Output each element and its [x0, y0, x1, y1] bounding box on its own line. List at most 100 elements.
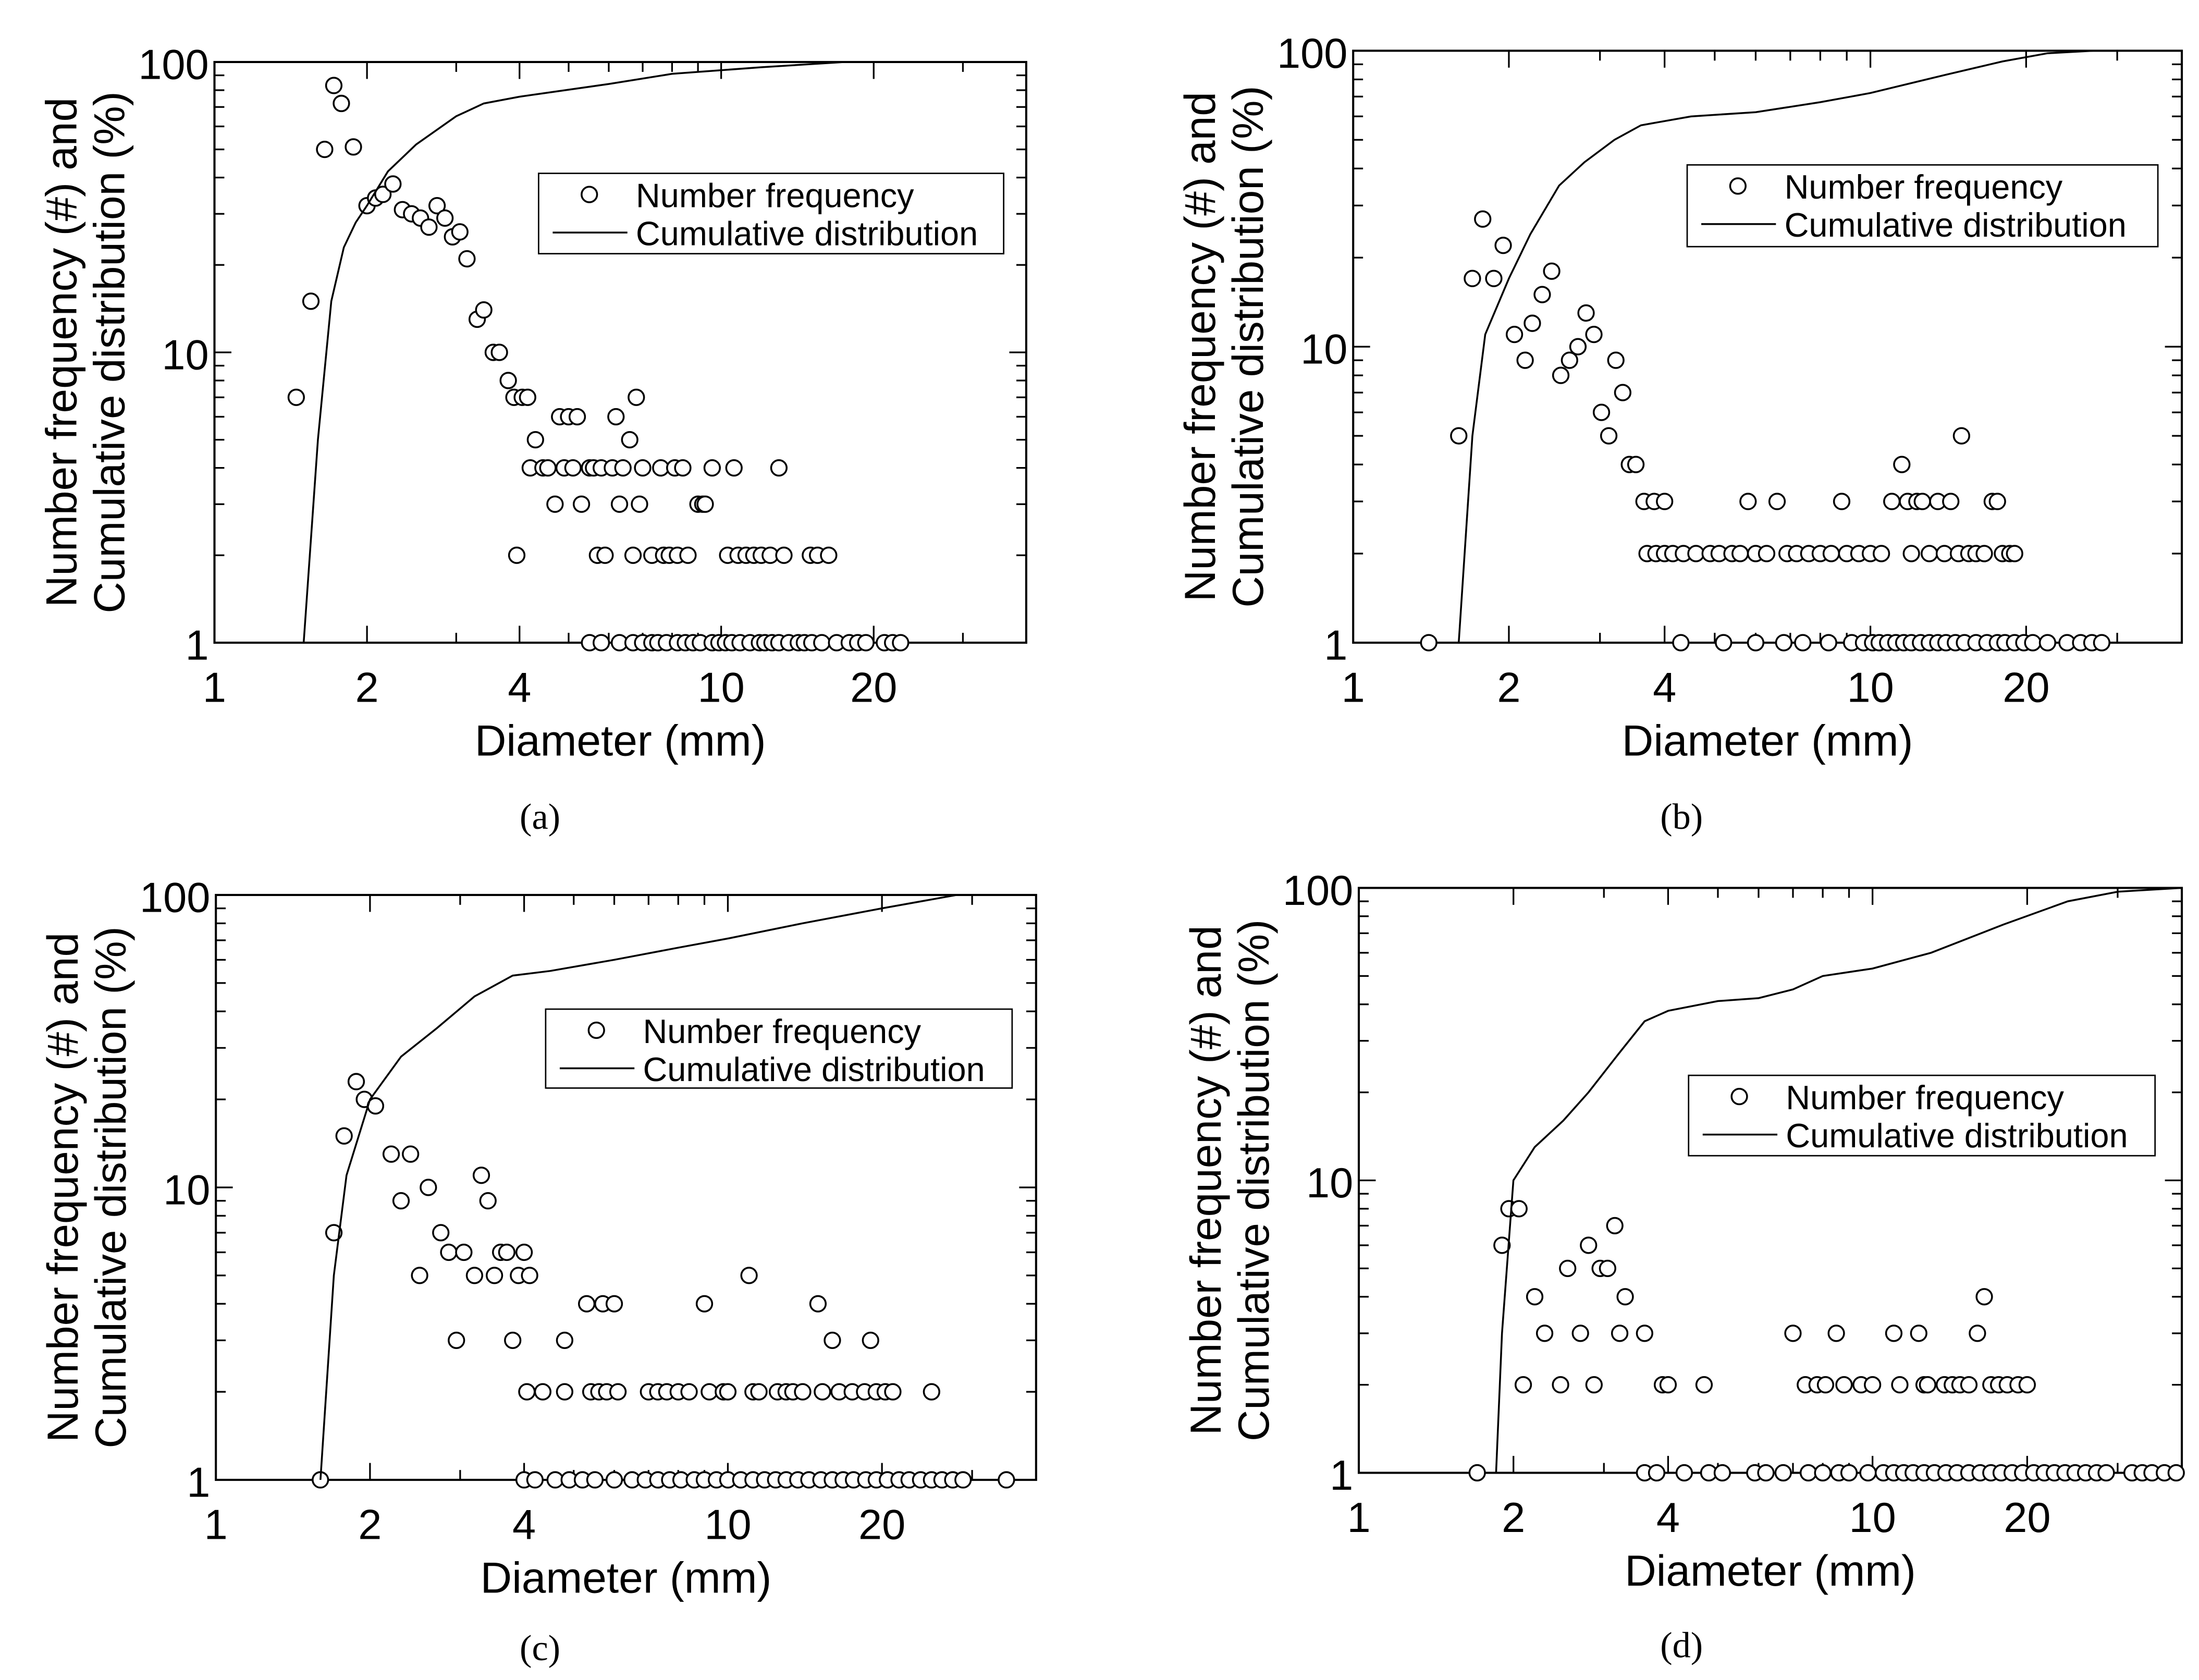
number-frequency-point	[1600, 427, 1618, 445]
number-frequency-point	[1935, 545, 1954, 562]
number-frequency-point	[556, 1383, 573, 1401]
x-axis-label: Diameter (mm)	[481, 1553, 772, 1602]
number-frequency-point	[1872, 545, 1890, 562]
number-frequency-point	[1827, 1325, 1845, 1342]
number-frequency-point	[609, 1383, 627, 1401]
number-frequency-point	[458, 250, 476, 268]
number-frequency-point	[472, 1167, 490, 1184]
y-tick-label: 100	[140, 874, 210, 921]
legend-label-scatter: Number frequency	[1786, 1078, 2064, 1117]
number-frequency-point	[1505, 326, 1524, 344]
number-frequency-point	[1891, 1376, 1909, 1394]
number-frequency-point	[498, 1243, 515, 1261]
number-frequency-point	[451, 223, 469, 241]
number-frequency-point	[1672, 634, 1690, 652]
number-frequency-point	[521, 1267, 538, 1284]
number-frequency-point	[1988, 493, 2006, 510]
x-tick-label: 10	[698, 665, 745, 712]
number-frequency-point	[1616, 1288, 1634, 1306]
number-frequency-point	[2006, 545, 2023, 562]
number-frequency-point	[556, 1331, 573, 1349]
number-frequency-point	[954, 1471, 972, 1489]
number-frequency-point	[1627, 456, 1645, 473]
number-frequency-point	[578, 1295, 596, 1313]
number-frequency-point	[432, 1224, 450, 1242]
cumulative-distribution-line	[1495, 888, 2182, 1473]
number-frequency-point	[596, 546, 614, 564]
x-tick-label: 2	[1497, 665, 1520, 712]
number-frequency-point	[1969, 1325, 1986, 1342]
number-frequency-point	[546, 495, 564, 513]
number-frequency-point	[1883, 493, 1901, 510]
number-frequency-point	[2093, 634, 2110, 652]
number-frequency-point	[572, 495, 591, 513]
number-frequency-point	[335, 1127, 353, 1145]
x-tick-label: 10	[1847, 665, 1894, 712]
number-frequency-point	[1524, 314, 1541, 332]
number-frequency-point	[775, 546, 793, 564]
y-tick-label: 10	[162, 332, 208, 378]
number-frequency-point	[392, 1192, 410, 1210]
number-frequency-point	[857, 634, 875, 652]
y-tick-label: 10	[1306, 1160, 1353, 1207]
number-frequency-point	[1514, 1376, 1532, 1394]
number-frequency-point	[1975, 1288, 1993, 1306]
legend-marker-circle-icon	[581, 186, 598, 203]
number-frequency-point	[402, 1145, 420, 1163]
number-frequency-point	[1516, 351, 1534, 369]
number-frequency-point	[440, 1243, 458, 1261]
number-frequency-point	[347, 1073, 365, 1090]
number-frequency-point	[1885, 1325, 1903, 1342]
y-tick-label: 1	[1324, 622, 1347, 669]
number-frequency-point	[2097, 1464, 2115, 1482]
legend-marker-circle-icon	[587, 1021, 605, 1039]
y-tick-label: 100	[1277, 30, 1347, 77]
number-frequency-point	[621, 431, 638, 449]
number-frequency-point	[2024, 634, 2042, 652]
number-frequency-point	[1687, 545, 1705, 562]
number-frequency-point	[2038, 634, 2057, 652]
number-frequency-point	[628, 388, 645, 406]
number-frequency-point	[1585, 1376, 1603, 1394]
number-frequency-point	[892, 634, 910, 652]
number-frequency-point	[605, 1471, 623, 1489]
number-frequency-point	[1614, 384, 1631, 401]
number-frequency-point	[1592, 403, 1611, 421]
number-frequency-point	[420, 1179, 437, 1196]
legend-marker-circle-icon	[1729, 177, 1747, 195]
legend-label-line: Cumulative distribution	[636, 214, 978, 252]
y-tick-label: 100	[1283, 867, 1353, 914]
number-frequency-point	[740, 1267, 758, 1284]
number-frequency-point	[1731, 545, 1749, 562]
number-frequency-point	[2018, 1376, 2036, 1394]
y-axis-label-line2: Cumulative distribution (%)	[86, 926, 135, 1448]
number-frequency-point	[674, 459, 692, 477]
x-tick-label: 4	[1656, 1494, 1680, 1541]
number-frequency-point	[333, 94, 350, 113]
y-tick-label: 1	[187, 1459, 210, 1506]
number-frequency-point	[1535, 1325, 1554, 1342]
number-frequency-point	[1910, 1325, 1927, 1342]
x-tick-label: 10	[1849, 1494, 1896, 1541]
number-frequency-point	[1816, 1376, 1835, 1394]
panel-label: (d)	[1660, 1625, 1703, 1666]
number-frequency-point	[1758, 545, 1776, 562]
legend-box	[1686, 164, 2159, 248]
x-tick-label: 2	[358, 1502, 382, 1549]
number-frequency-point	[1960, 1376, 1978, 1394]
number-frequency-point	[593, 634, 610, 652]
number-frequency-point	[1493, 1236, 1511, 1254]
number-frequency-point	[287, 388, 305, 406]
number-frequency-point	[1559, 1259, 1577, 1278]
y-tick-label: 1	[1330, 1452, 1353, 1499]
y-axis-label-line2: Cumulative distribution (%)	[1229, 919, 1278, 1441]
number-frequency-point	[1695, 1376, 1713, 1394]
number-frequency-point	[1485, 269, 1503, 287]
number-frequency-point	[1561, 351, 1578, 369]
number-frequency-point	[2167, 1464, 2185, 1482]
number-frequency-point	[1835, 1376, 1853, 1394]
chart-panel-d: 1 2 4 10 20 1 10 100 Diameter (mm) Number frequen…	[1181, 867, 2185, 1666]
number-frequency-point	[1975, 545, 1993, 562]
number-frequency-point	[1774, 1464, 1792, 1482]
